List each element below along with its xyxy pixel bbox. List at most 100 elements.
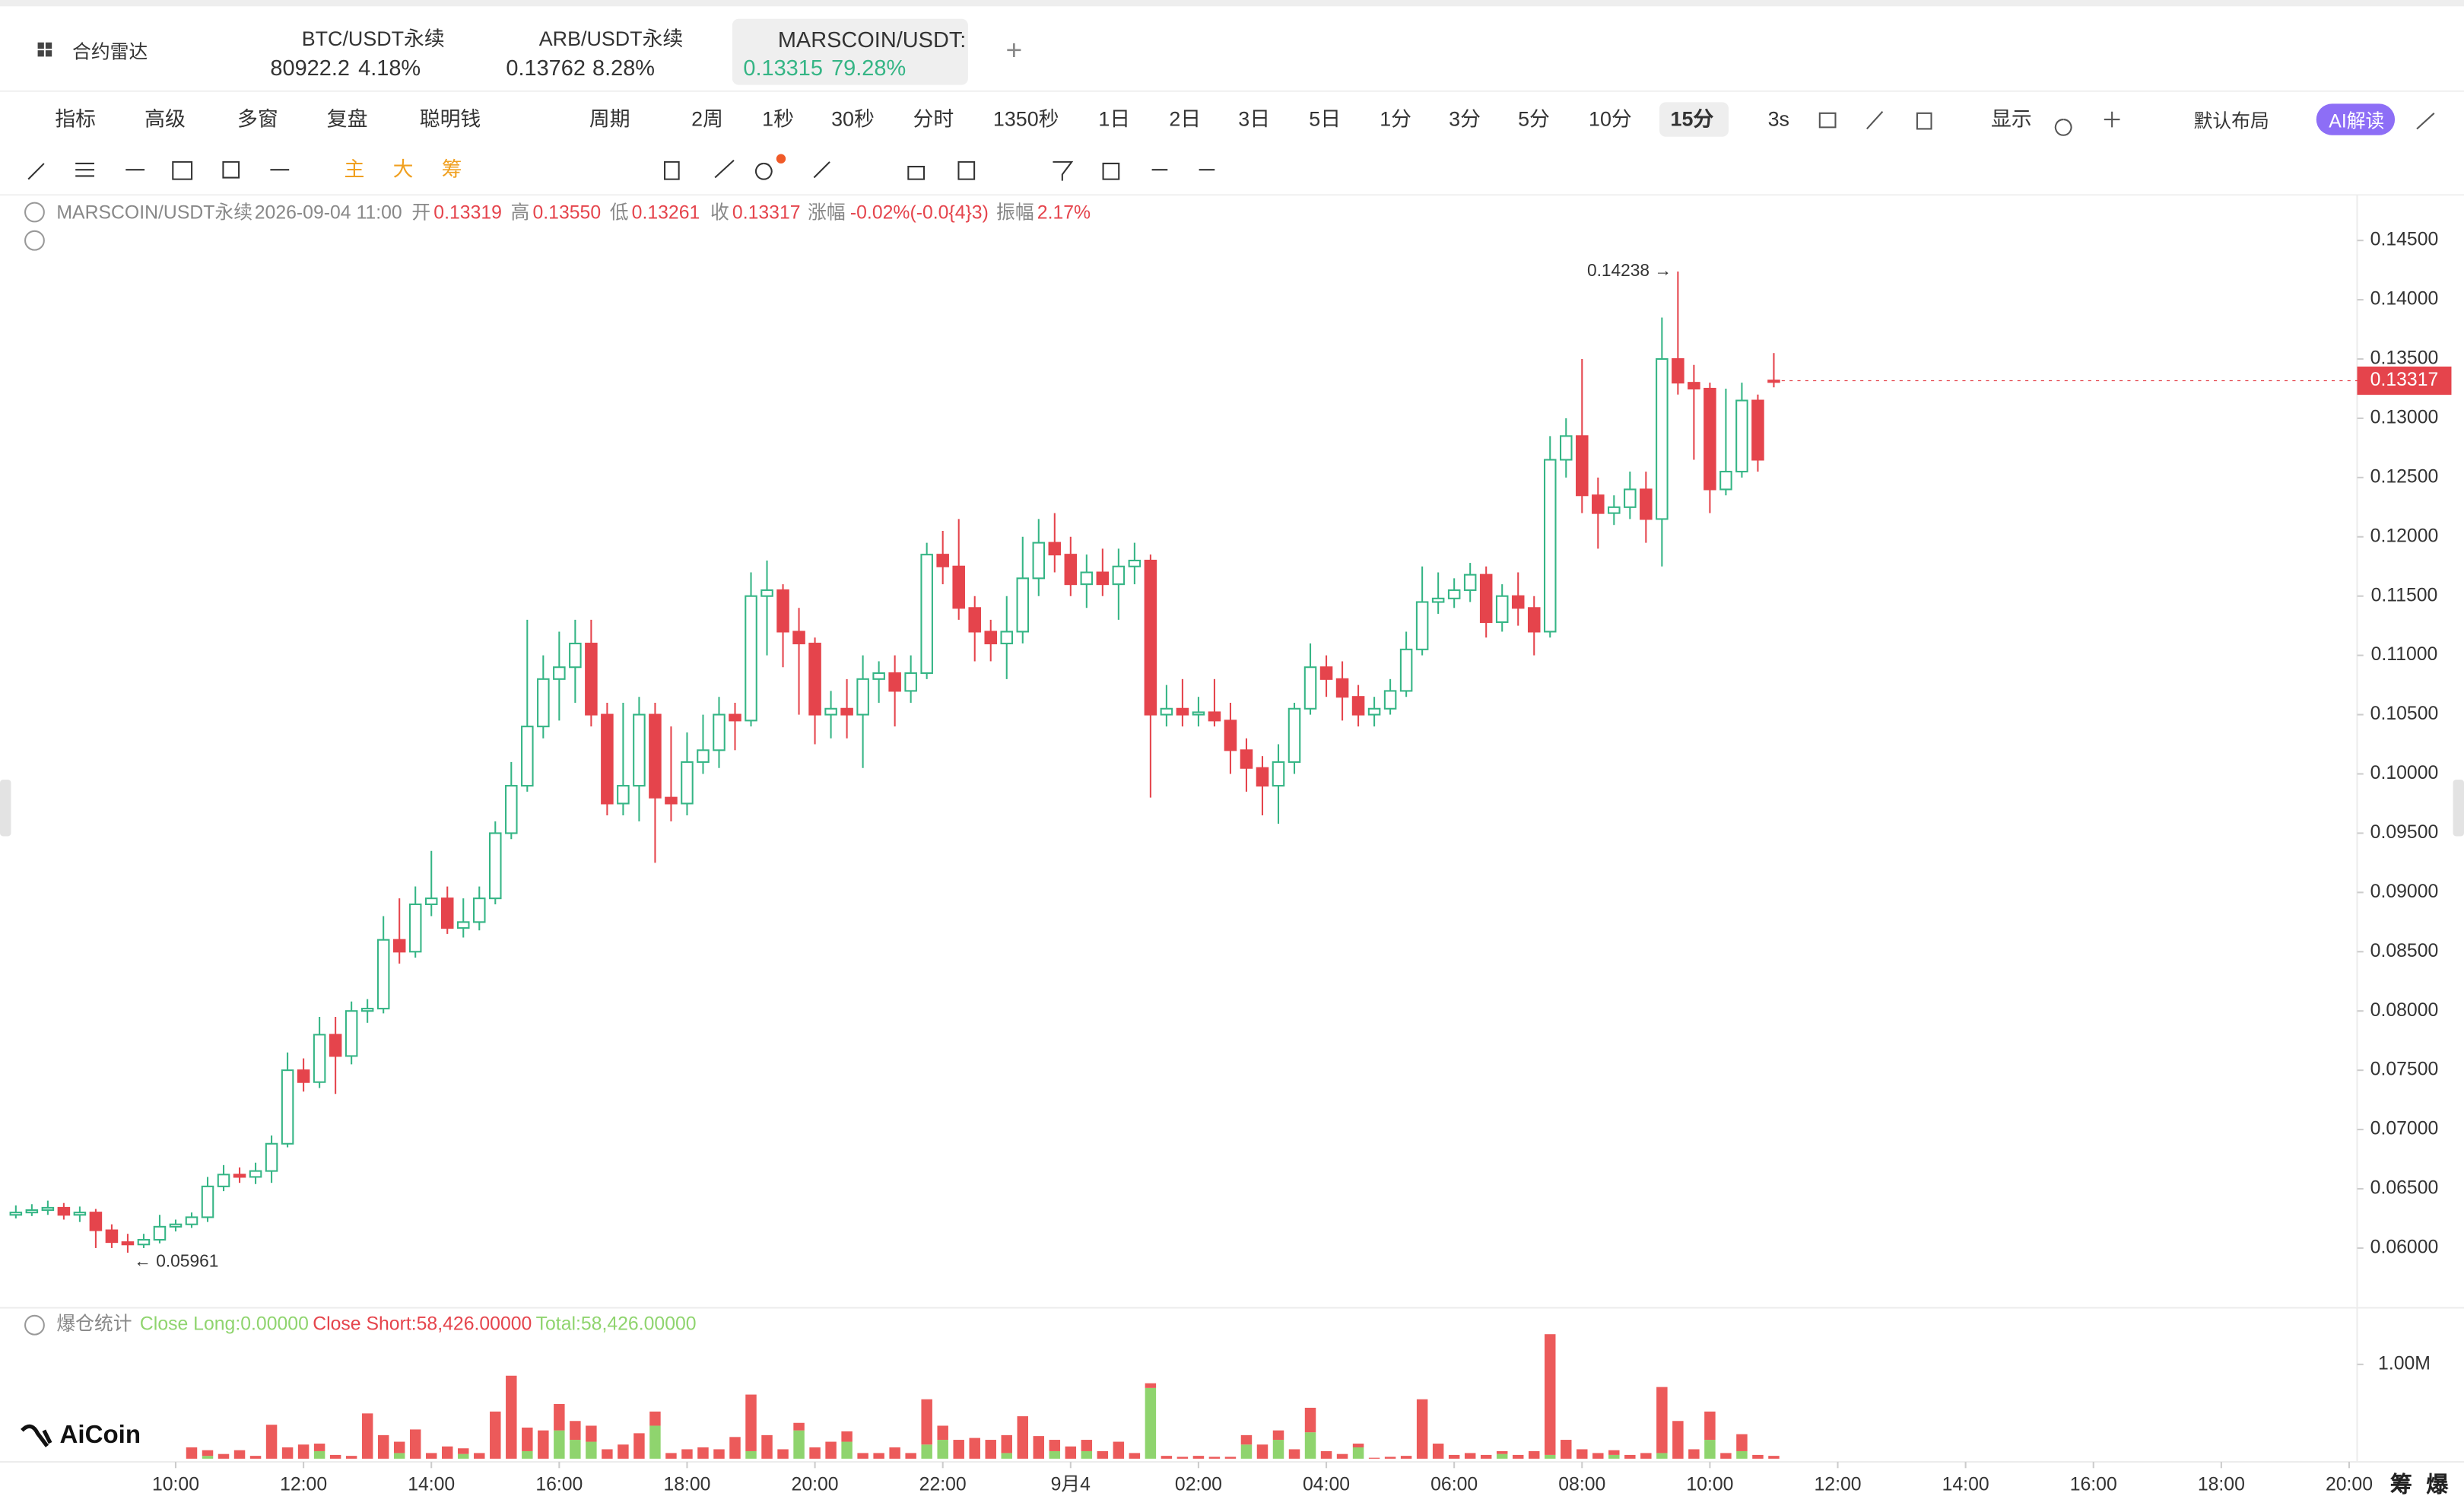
legend-symbol: MARSCOIN/USDT永续 — [56, 201, 253, 224]
side-handle[interactable] — [2453, 780, 2464, 837]
toolbar-item[interactable]: 聪明钱 — [419, 106, 481, 131]
interval-button[interactable]: 分时 — [913, 106, 954, 131]
candle-body — [1016, 577, 1030, 633]
interval-button[interactable]: 3分 — [1449, 106, 1481, 131]
liquidation-bar — [745, 1450, 757, 1459]
liquidation-bar — [490, 1411, 501, 1459]
candle-body — [1543, 459, 1557, 633]
tool-label[interactable]: 筹 — [441, 157, 462, 181]
interval-button[interactable]: 1350秒 — [992, 106, 1059, 131]
liquidation-bar — [281, 1447, 294, 1459]
toolbar-item[interactable]: 复盘 — [326, 106, 368, 131]
min-annotation: ← 0.05961 — [134, 1250, 218, 1270]
candle-body — [697, 749, 710, 763]
candle-body — [1192, 711, 1205, 716]
legend-value: 0.13261 — [631, 201, 700, 224]
toolbar-item[interactable]: 多窗 — [237, 106, 278, 131]
liquidation-bar — [233, 1450, 246, 1459]
corner-button[interactable]: 爆 — [2426, 1471, 2449, 1497]
toolbar-item[interactable]: 高级 — [144, 106, 186, 131]
candle-body — [1383, 690, 1397, 710]
candle-body — [1704, 387, 1716, 491]
liquidation-bar — [1065, 1446, 1077, 1459]
collapse-icon[interactable] — [24, 202, 45, 223]
candle-body — [137, 1238, 151, 1246]
candle-body — [25, 1209, 39, 1214]
display-menu[interactable]: 显示 — [1991, 106, 2032, 131]
liquidation-bar — [538, 1430, 549, 1459]
interval-button[interactable]: 10分 — [1589, 106, 1632, 131]
interval-button[interactable]: 30秒 — [831, 106, 875, 131]
expand-icon[interactable] — [24, 230, 45, 251]
toolbar-item[interactable]: 指标 — [55, 106, 97, 131]
interval-button[interactable]: 1分 — [1380, 106, 1412, 131]
layout-menu[interactable]: 默认布局 — [2193, 110, 2269, 132]
interval-button[interactable]: 5分 — [1518, 106, 1550, 131]
toolbar-icons[interactable] — [1818, 111, 2435, 136]
interval-button[interactable]: 3日 — [1238, 106, 1271, 131]
liquidation-bar — [1656, 1387, 1668, 1453]
tab-price[interactable]: 0.13762 — [506, 55, 586, 81]
tab-symbol[interactable]: MARSCOIN/USDT: — [777, 27, 967, 52]
legend-label: 低 — [609, 201, 629, 224]
radar-label[interactable]: 合约雷达 — [72, 40, 148, 63]
drawing-icons[interactable] — [664, 160, 1215, 181]
add-tab[interactable]: + — [1005, 34, 1023, 66]
tab-change[interactable]: 8.28% — [592, 55, 656, 81]
tab-price[interactable]: 80922.2 — [270, 55, 350, 81]
liquidation-bar — [313, 1450, 325, 1459]
interval-button[interactable]: 1日 — [1098, 106, 1131, 131]
grid-icon — [45, 42, 52, 49]
liquidation-bar — [1720, 1453, 1732, 1459]
candle-body — [1624, 488, 1637, 508]
ai-pill[interactable] — [2316, 103, 2396, 135]
collapse-icon[interactable] — [24, 1314, 45, 1336]
y-tick-label: 0.09500 — [2370, 822, 2439, 843]
y-tick-label: 0.10000 — [2370, 763, 2439, 783]
liquidation-bar — [889, 1447, 900, 1459]
liquidation-bar — [218, 1453, 230, 1459]
candle-body — [1367, 707, 1381, 716]
side-handle[interactable] — [0, 780, 11, 837]
period-menu[interactable]: 周期 — [589, 106, 630, 131]
interval-button[interactable]: 2日 — [1169, 106, 1202, 131]
tab-symbol[interactable]: ARB/USDT永续 — [538, 27, 684, 51]
x-tick-label: 16:00 — [2070, 1475, 2117, 1495]
tool-label[interactable]: 主 — [344, 157, 365, 181]
liquidation-bar — [1033, 1436, 1045, 1459]
interval-button[interactable]: 1秒 — [762, 106, 794, 131]
ai-button[interactable]: AI解读 — [2329, 110, 2385, 132]
liquidation-bar — [425, 1453, 437, 1459]
last-price-tag — [2357, 366, 2452, 396]
y-tick-label: 0.08500 — [2370, 941, 2439, 961]
liquidation-bar — [1480, 1454, 1492, 1459]
candle-body — [601, 713, 614, 805]
interval-button[interactable]: 15分 — [1670, 106, 1714, 131]
top-border — [0, 0, 2464, 7]
liquidation-bar — [713, 1449, 725, 1459]
corner-button[interactable]: 筹 — [2389, 1471, 2412, 1497]
candle-body — [1431, 597, 1445, 603]
refresh-rate[interactable]: 3s — [1767, 106, 1789, 131]
candle-body — [1399, 648, 1413, 692]
liquidation-bar — [618, 1444, 629, 1459]
liquidation-bar — [506, 1375, 517, 1459]
drawing-icons[interactable] — [27, 160, 290, 180]
candle-body — [1559, 435, 1573, 461]
liquidation-bar — [1464, 1453, 1476, 1459]
liquidation-bar — [458, 1448, 469, 1454]
indicator-long: Close Long:0.00000 — [139, 1312, 309, 1335]
candle-body — [1128, 559, 1142, 567]
tab-symbol[interactable]: BTC/USDT永续 — [301, 27, 445, 51]
tab-price[interactable]: 0.13315 — [743, 55, 823, 81]
interval-button[interactable]: 5日 — [1309, 106, 1342, 131]
tab[interactable] — [732, 18, 968, 85]
y-tick-label: 0.07000 — [2370, 1119, 2439, 1139]
tab-change[interactable]: 79.28% — [831, 55, 907, 81]
legend-value: 0.13550 — [532, 201, 602, 224]
tab-change[interactable]: 4.18% — [358, 55, 421, 81]
tool-label[interactable]: 大 — [392, 157, 414, 181]
liquidation-bar — [1529, 1450, 1540, 1459]
interval-button[interactable]: 2周 — [691, 106, 723, 131]
